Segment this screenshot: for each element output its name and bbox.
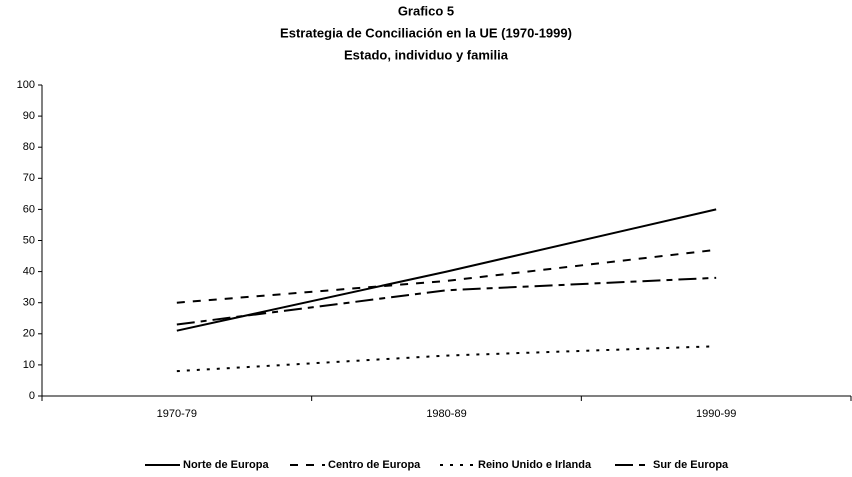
x-tick-label: 1990-99 (696, 408, 736, 420)
series-line (176, 248, 717, 304)
y-tick-label: 70 (23, 172, 35, 184)
y-tick-label: 50 (23, 234, 35, 246)
legend-label: Centro de Europa (328, 459, 421, 471)
series-line (176, 208, 717, 332)
series-line (176, 345, 717, 373)
y-tick-label: 40 (23, 266, 35, 278)
y-tick-label: 10 (23, 359, 35, 371)
chart-title: Grafico 5 (398, 3, 454, 18)
legend-label: Sur de Europa (653, 459, 729, 471)
series-line (176, 276, 717, 326)
y-tick-label: 30 (23, 297, 35, 309)
x-tick-label: 1970-79 (157, 408, 197, 420)
y-tick-label: 80 (23, 141, 35, 153)
legend-label: Norte de Europa (183, 459, 269, 471)
y-tick-label: 0 (29, 390, 35, 402)
chart-title: Estrategia de Conciliación en la UE (197… (280, 25, 572, 40)
x-tick-label: 1980-89 (426, 408, 466, 420)
chart-title: Estado, individuo y familia (344, 47, 509, 62)
legend-label: Reino Unido e Irlanda (478, 459, 592, 471)
y-tick-label: 90 (23, 110, 35, 122)
y-tick-label: 60 (23, 203, 35, 215)
y-tick-label: 100 (17, 79, 35, 91)
y-tick-label: 20 (23, 328, 35, 340)
